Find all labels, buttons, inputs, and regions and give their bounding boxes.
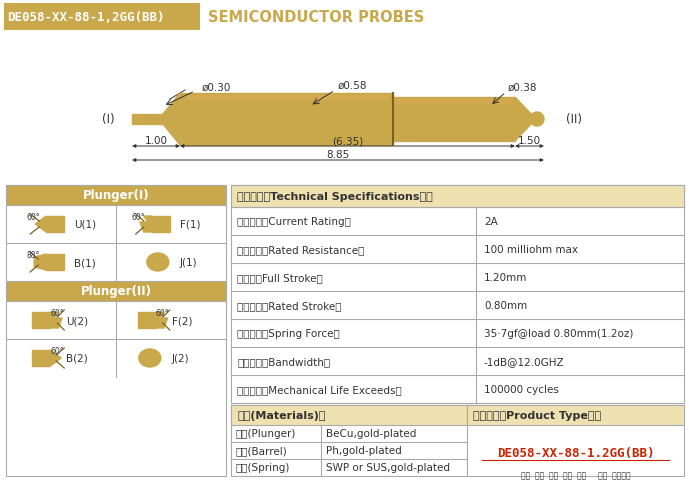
- Text: 系列  规格  头型  回长  弹力     镀金  针头材质: 系列 规格 头型 回长 弹力 镀金 针头材质: [521, 470, 630, 480]
- Text: 100000 cycles: 100000 cycles: [484, 384, 559, 394]
- Text: B(1): B(1): [74, 257, 96, 267]
- Polygon shape: [50, 312, 62, 328]
- Text: J(2): J(2): [172, 353, 189, 363]
- Text: 60°: 60°: [50, 346, 64, 355]
- Text: 针头(Plunger): 针头(Plunger): [236, 429, 296, 439]
- Text: U(1): U(1): [74, 219, 96, 229]
- Text: Ph,gold-plated: Ph,gold-plated: [326, 445, 402, 456]
- Bar: [231, 405, 467, 476]
- Text: 8.85: 8.85: [327, 150, 349, 160]
- Polygon shape: [32, 312, 50, 328]
- Text: 频率带宽（Bandwidth）: 频率带宽（Bandwidth）: [237, 356, 330, 366]
- Bar: [6, 281, 226, 301]
- Polygon shape: [138, 312, 156, 328]
- Text: 60°: 60°: [156, 308, 169, 317]
- Bar: [6, 186, 226, 476]
- Polygon shape: [35, 216, 46, 232]
- Text: 2A: 2A: [484, 216, 497, 227]
- Text: F(1): F(1): [180, 219, 200, 229]
- Text: -1dB@12.0GHZ: -1dB@12.0GHZ: [484, 356, 564, 366]
- Text: 35·7gf@load 0.80mm(1.2oz): 35·7gf@load 0.80mm(1.2oz): [484, 328, 633, 338]
- Text: DE058-XX-88-1.2GG(BB): DE058-XX-88-1.2GG(BB): [497, 446, 655, 459]
- Text: 测试寿命（Mechanical Life Exceeds）: 测试寿命（Mechanical Life Exceeds）: [237, 384, 402, 394]
- Polygon shape: [46, 216, 64, 232]
- Polygon shape: [156, 312, 168, 328]
- Polygon shape: [515, 98, 533, 142]
- Bar: [6, 186, 226, 205]
- Text: DE058-XX-88-1,2GG(BB): DE058-XX-88-1,2GG(BB): [7, 11, 165, 24]
- Polygon shape: [46, 254, 64, 270]
- Ellipse shape: [147, 253, 169, 271]
- Text: SWP or SUS,gold-plated: SWP or SUS,gold-plated: [326, 463, 450, 472]
- Text: 1.50: 1.50: [518, 136, 541, 146]
- Bar: [467, 405, 684, 425]
- Text: B(2): B(2): [66, 353, 88, 363]
- Text: Plunger(I): Plunger(I): [83, 189, 150, 202]
- Text: 60°: 60°: [132, 212, 145, 221]
- Polygon shape: [140, 216, 152, 232]
- Text: 88°: 88°: [26, 250, 40, 259]
- Bar: [467, 405, 684, 476]
- Text: 60°: 60°: [50, 308, 64, 317]
- Polygon shape: [152, 216, 169, 232]
- Text: 满行程（Full Stroke）: 满行程（Full Stroke）: [237, 273, 322, 282]
- Text: 额定行程（Rated Stroke）: 额定行程（Rated Stroke）: [237, 300, 342, 311]
- Text: 0.80mm: 0.80mm: [484, 300, 527, 311]
- Text: 弹簧(Spring): 弹簧(Spring): [236, 463, 290, 472]
- Polygon shape: [185, 96, 388, 100]
- Text: F(2): F(2): [172, 315, 192, 325]
- Text: (6.35): (6.35): [332, 136, 363, 146]
- Text: 成品型号（Product Type）：: 成品型号（Product Type）：: [473, 410, 601, 420]
- Ellipse shape: [138, 349, 161, 367]
- Text: BeCu,gold-plated: BeCu,gold-plated: [326, 429, 416, 439]
- Text: 技术要求（Technical Specifications）：: 技术要求（Technical Specifications）：: [237, 192, 433, 202]
- Bar: [231, 405, 467, 425]
- Polygon shape: [163, 94, 180, 146]
- Text: (II): (II): [566, 113, 582, 126]
- Text: ø0.30: ø0.30: [202, 83, 232, 93]
- Text: J(1): J(1): [180, 257, 198, 267]
- Text: 额定电流（Current Rating）: 额定电流（Current Rating）: [237, 216, 351, 227]
- Polygon shape: [32, 350, 50, 366]
- Text: 额定电阵（Rated Resistance）: 额定电阵（Rated Resistance）: [237, 244, 364, 254]
- Polygon shape: [34, 254, 46, 270]
- Text: Plunger(II): Plunger(II): [81, 285, 152, 298]
- Text: ø0.38: ø0.38: [508, 83, 537, 93]
- Text: SEMICONDUCTOR PROBES: SEMICONDUCTOR PROBES: [208, 10, 424, 25]
- Circle shape: [530, 113, 544, 127]
- Text: 1.20mm: 1.20mm: [484, 273, 527, 282]
- Text: 额定弹力（Spring Force）: 额定弹力（Spring Force）: [237, 328, 340, 338]
- Text: 100 milliohm max: 100 milliohm max: [484, 244, 578, 254]
- Text: U(2): U(2): [66, 315, 88, 325]
- Text: (I): (I): [102, 113, 114, 126]
- Text: 材质(Materials)：: 材质(Materials)：: [237, 410, 325, 420]
- Polygon shape: [132, 115, 163, 125]
- Polygon shape: [180, 94, 393, 146]
- Text: 1.00: 1.00: [145, 136, 167, 146]
- Bar: [231, 186, 684, 403]
- Polygon shape: [50, 350, 61, 366]
- Polygon shape: [393, 98, 515, 142]
- Text: ø0.58: ø0.58: [338, 81, 367, 91]
- Polygon shape: [396, 100, 512, 104]
- Bar: [4, 4, 200, 31]
- Bar: [231, 186, 684, 207]
- Text: 针管(Barrel): 针管(Barrel): [236, 445, 288, 456]
- Text: 60°: 60°: [26, 212, 40, 221]
